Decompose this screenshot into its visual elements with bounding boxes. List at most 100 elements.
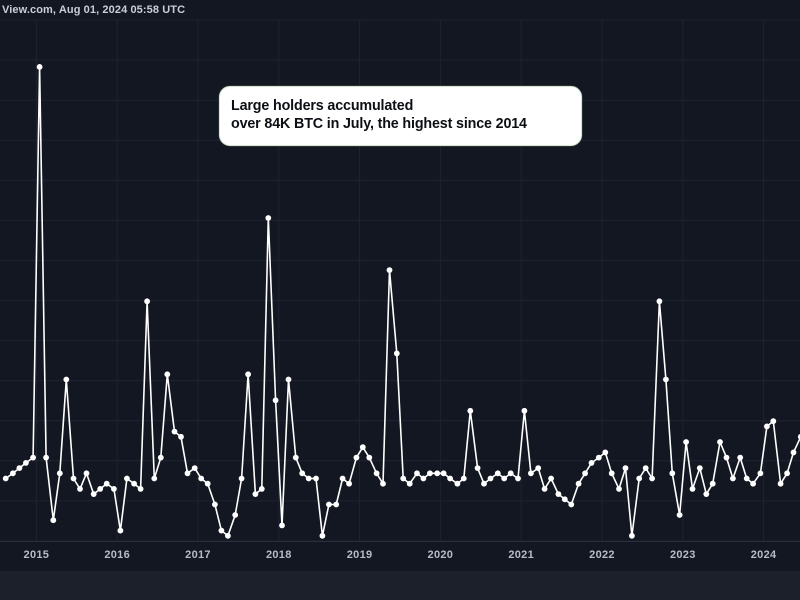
- annotation-callout: Large holders accumulated over 84K BTC i…: [219, 86, 582, 146]
- data-point-marker: [487, 475, 494, 482]
- data-point-marker: [346, 480, 352, 487]
- data-point-marker: [427, 470, 433, 477]
- data-point-marker: [245, 371, 252, 378]
- data-point-marker: [265, 215, 272, 221]
- data-point-marker: [528, 470, 534, 477]
- data-point-marker: [790, 449, 797, 456]
- data-point-marker: [117, 527, 124, 534]
- data-point-marker: [43, 454, 49, 461]
- data-point-marker: [305, 475, 312, 482]
- data-point-marker: [333, 501, 340, 508]
- x-tick-label: 2015: [23, 549, 50, 561]
- data-point-marker: [238, 475, 245, 482]
- data-point-marker: [703, 491, 710, 497]
- data-point-marker: [103, 480, 110, 487]
- data-point-marker: [743, 475, 750, 482]
- data-point-marker: [750, 480, 756, 487]
- x-axis: 2015 2016 2017 2018 2019 2020 2021 2022 2023 2024: [0, 541, 800, 571]
- data-point-marker: [36, 64, 43, 70]
- data-point-marker: [191, 465, 198, 471]
- data-point-marker: [555, 491, 562, 497]
- data-point-marker: [777, 480, 784, 487]
- x-tick-label: 2023: [669, 549, 696, 561]
- data-point-marker: [649, 475, 655, 482]
- data-point-marker: [548, 475, 554, 482]
- data-point-marker: [258, 486, 265, 492]
- data-point-marker: [2, 475, 9, 482]
- source-watermark: View.com, Aug 01, 2024 05:58 UTC: [2, 4, 186, 16]
- data-point-marker: [393, 350, 400, 357]
- data-point-marker: [272, 397, 279, 404]
- data-point-marker: [373, 470, 380, 477]
- data-point-marker: [481, 480, 487, 487]
- data-point-marker: [63, 376, 70, 383]
- data-point-marker: [629, 532, 635, 539]
- data-point-marker: [232, 512, 239, 518]
- data-point-marker: [467, 407, 474, 414]
- data-point-marker: [198, 475, 205, 482]
- data-point-marker: [582, 470, 588, 477]
- data-point-marker: [568, 501, 575, 508]
- data-point-marker: [757, 470, 764, 477]
- data-point-marker: [676, 512, 683, 518]
- data-point-marker: [359, 444, 366, 451]
- data-point-marker: [669, 470, 676, 477]
- data-point-marker: [737, 454, 744, 461]
- data-point-marker: [602, 449, 609, 456]
- data-point-marker: [313, 475, 319, 482]
- data-point-marker: [575, 480, 582, 487]
- data-point-marker: [507, 470, 514, 477]
- data-point-marker: [111, 486, 117, 492]
- x-tick-label: 2024: [750, 549, 777, 561]
- data-point-marker: [366, 454, 373, 461]
- data-point-marker: [23, 460, 29, 466]
- data-point-marker: [784, 470, 790, 477]
- data-point-marker: [622, 465, 629, 471]
- x-tick-label: 2018: [265, 549, 292, 561]
- data-point-marker: [770, 418, 777, 425]
- x-tick-label: 2016: [104, 549, 131, 561]
- data-point-marker: [30, 454, 36, 461]
- x-tick-label: 2021: [508, 549, 535, 561]
- data-point-marker: [764, 423, 770, 430]
- data-point-marker: [541, 486, 548, 492]
- data-point-marker: [689, 486, 696, 492]
- data-point-marker: [70, 475, 77, 482]
- x-tick-label: 2019: [346, 549, 373, 561]
- data-point-marker: [144, 298, 151, 305]
- data-point-marker: [616, 486, 622, 492]
- data-point-marker: [460, 475, 467, 482]
- data-point-marker: [561, 496, 568, 503]
- data-point-marker: [292, 454, 299, 461]
- data-point-marker: [440, 470, 447, 477]
- data-point-marker: [454, 480, 461, 487]
- data-point-marker: [447, 475, 453, 482]
- data-point-marker: [83, 470, 90, 477]
- data-point-marker: [285, 376, 292, 383]
- line-chart: [0, 19, 800, 542]
- data-point-marker: [717, 439, 723, 445]
- data-point-marker: [212, 501, 218, 508]
- data-point-marker: [797, 434, 800, 440]
- data-point-marker: [326, 501, 332, 508]
- series-markers: [2, 64, 800, 539]
- data-point-marker: [124, 475, 130, 482]
- data-point-marker: [420, 475, 427, 482]
- data-point-marker: [663, 376, 669, 383]
- data-point-marker: [636, 475, 643, 482]
- data-point-marker: [515, 475, 521, 482]
- data-point-marker: [16, 465, 23, 471]
- data-point-marker: [137, 486, 144, 492]
- data-point-marker: [171, 428, 178, 435]
- data-point-marker: [588, 460, 595, 466]
- data-point-marker: [56, 470, 63, 477]
- data-point-marker: [400, 475, 407, 482]
- data-point-marker: [279, 522, 285, 529]
- data-point-marker: [386, 267, 393, 273]
- data-point-marker: [252, 491, 259, 497]
- data-point-marker: [494, 470, 501, 477]
- data-point-marker: [696, 465, 703, 471]
- data-point-marker: [642, 465, 649, 471]
- x-tick-label: 2020: [427, 549, 454, 561]
